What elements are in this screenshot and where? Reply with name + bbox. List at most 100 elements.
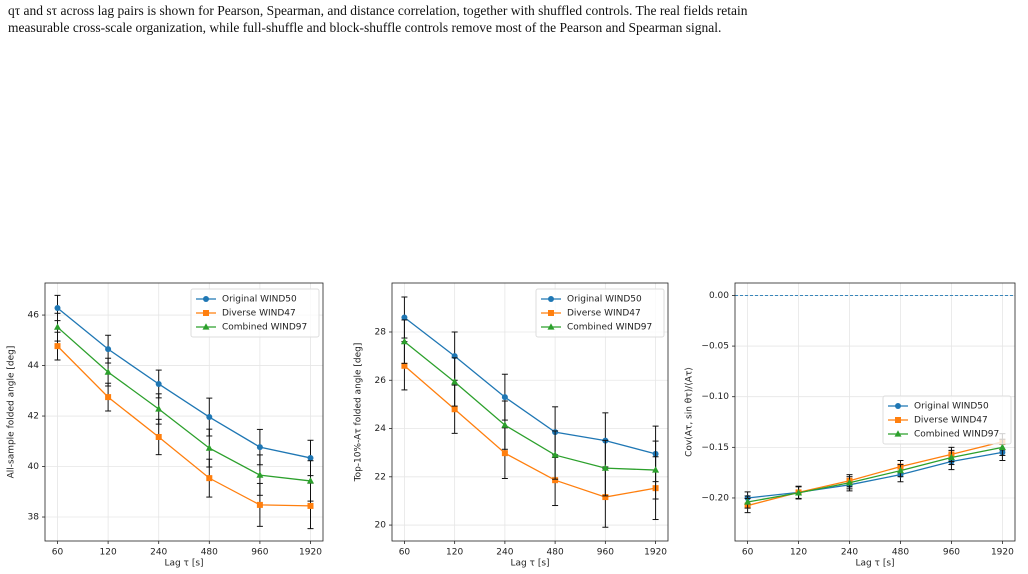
series-line bbox=[403, 365, 656, 498]
x-tick-label: 960 bbox=[251, 548, 268, 558]
y-tick-label: 40 bbox=[28, 462, 40, 472]
plot-frame bbox=[734, 282, 1016, 542]
x-tick-label: 480 bbox=[547, 548, 564, 558]
marker bbox=[551, 451, 559, 458]
x-tick-label: 960 bbox=[943, 548, 960, 558]
marker bbox=[307, 454, 314, 461]
marker bbox=[547, 323, 555, 330]
marker bbox=[400, 337, 408, 345]
y-tick-label: 20 bbox=[375, 521, 387, 531]
marker bbox=[105, 346, 112, 353]
x-tick-label: 120 bbox=[790, 548, 807, 558]
marker bbox=[451, 406, 458, 413]
x-tick-label: 960 bbox=[597, 548, 614, 558]
y-tick-label: −0.20 bbox=[701, 493, 729, 503]
y-tick-label: 38 bbox=[28, 513, 40, 523]
x-tick-label: 240 bbox=[841, 548, 858, 558]
marker bbox=[202, 323, 210, 330]
plot-frame bbox=[391, 282, 669, 542]
x-tick-label: 1920 bbox=[644, 548, 667, 558]
series-line bbox=[747, 446, 1003, 503]
legend-box bbox=[882, 395, 1012, 445]
marker bbox=[307, 502, 314, 509]
marker bbox=[256, 501, 263, 508]
marker bbox=[652, 466, 660, 473]
y-tick-label: 0.00 bbox=[709, 291, 729, 301]
legend-label: Diverse WIND47 bbox=[914, 416, 988, 426]
marker bbox=[256, 471, 264, 478]
marker bbox=[401, 362, 408, 369]
series-line bbox=[57, 307, 311, 459]
marker bbox=[947, 453, 955, 461]
marker bbox=[795, 489, 803, 496]
x-tick-label: 1920 bbox=[991, 548, 1014, 558]
caption-line: qτ and sτ across lag pairs is shown for … bbox=[8, 3, 748, 18]
x-tick-label: 120 bbox=[446, 548, 463, 558]
marker bbox=[54, 304, 61, 311]
x-tick-label: 480 bbox=[892, 548, 909, 558]
marker bbox=[155, 433, 162, 440]
marker bbox=[998, 443, 1006, 450]
marker bbox=[54, 343, 61, 350]
plot-frame bbox=[44, 282, 324, 542]
x-axis-label: Lag τ [s] bbox=[510, 559, 549, 569]
marker bbox=[306, 477, 314, 484]
x-tick-label: 60 bbox=[399, 548, 411, 558]
y-tick-label: −0.05 bbox=[701, 342, 729, 352]
legend-label: Diverse WIND47 bbox=[567, 309, 641, 319]
marker bbox=[552, 477, 559, 484]
marker bbox=[203, 296, 209, 302]
series-line bbox=[57, 345, 311, 507]
y-tick-label: 24 bbox=[375, 424, 387, 434]
x-tick-label: 60 bbox=[742, 548, 754, 558]
marker bbox=[895, 403, 901, 409]
marker bbox=[894, 430, 902, 437]
x-tick-label: 480 bbox=[201, 548, 218, 558]
marker bbox=[105, 394, 112, 401]
x-tick-label: 60 bbox=[52, 548, 64, 558]
marker bbox=[401, 314, 408, 321]
marker bbox=[205, 444, 213, 451]
legend-label: Combined WIND97 bbox=[914, 430, 999, 440]
legend-label: Combined WIND97 bbox=[567, 323, 652, 333]
x-axis-label: Lag τ [s] bbox=[164, 559, 203, 569]
series-line bbox=[747, 441, 1003, 507]
legend-label: Original WIND50 bbox=[914, 402, 989, 412]
marker bbox=[602, 494, 609, 501]
x-tick-label: 1920 bbox=[299, 548, 322, 558]
legend-label: Original WIND50 bbox=[567, 295, 642, 305]
y-axis-label: Top-10%-Aτ folded angle [deg] bbox=[354, 343, 364, 483]
y-tick-label: 42 bbox=[28, 412, 39, 422]
marker bbox=[548, 296, 554, 302]
marker bbox=[206, 475, 213, 482]
marker bbox=[206, 414, 213, 421]
y-tick-label: 28 bbox=[375, 327, 387, 337]
marker bbox=[501, 421, 509, 428]
marker bbox=[256, 444, 263, 451]
marker bbox=[104, 368, 112, 375]
marker bbox=[155, 405, 163, 412]
marker bbox=[601, 464, 609, 471]
legend-label: Original WIND50 bbox=[222, 295, 297, 305]
x-tick-label: 120 bbox=[100, 548, 117, 558]
marker bbox=[744, 498, 752, 505]
y-tick-label: 22 bbox=[375, 472, 386, 482]
legend-label: Combined WIND97 bbox=[222, 323, 307, 333]
legend-box bbox=[190, 288, 320, 338]
x-axis-label: Lag τ [s] bbox=[855, 559, 894, 569]
series-line bbox=[57, 326, 311, 482]
series-line bbox=[404, 341, 656, 471]
y-tick-label: −0.10 bbox=[701, 392, 729, 402]
marker bbox=[548, 310, 554, 316]
series-line bbox=[404, 316, 656, 455]
marker bbox=[501, 394, 508, 401]
y-axis-label: Cov(Aτ, sin θτ)/⟨Aτ⟩ bbox=[685, 367, 695, 457]
marker bbox=[451, 378, 459, 385]
y-tick-label: 46 bbox=[28, 311, 40, 321]
marker bbox=[896, 466, 904, 474]
marker bbox=[501, 450, 508, 457]
y-tick-label: 26 bbox=[375, 376, 387, 386]
x-tick-label: 240 bbox=[150, 548, 167, 558]
y-axis-label: All-sample folded angle [deg] bbox=[7, 346, 17, 479]
